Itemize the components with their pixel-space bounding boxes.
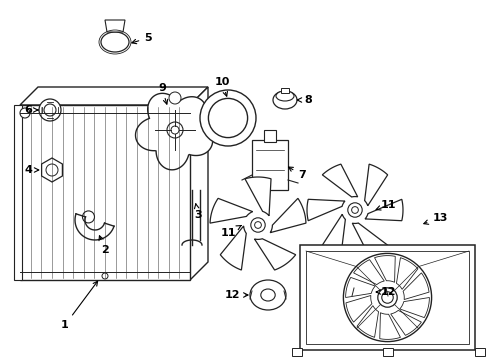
Bar xyxy=(475,348,485,356)
Text: 6: 6 xyxy=(24,105,38,115)
Text: 11: 11 xyxy=(220,225,241,238)
Polygon shape xyxy=(365,164,388,206)
Ellipse shape xyxy=(261,289,275,301)
Polygon shape xyxy=(210,198,253,223)
Bar xyxy=(300,245,475,350)
Circle shape xyxy=(44,104,56,116)
Polygon shape xyxy=(380,313,400,339)
Circle shape xyxy=(208,98,247,138)
Circle shape xyxy=(382,292,393,303)
Ellipse shape xyxy=(276,91,294,101)
Polygon shape xyxy=(20,105,190,280)
Polygon shape xyxy=(403,273,429,300)
Polygon shape xyxy=(136,93,213,170)
Bar xyxy=(281,88,289,93)
Polygon shape xyxy=(254,239,295,270)
Circle shape xyxy=(169,92,181,104)
Text: 13: 13 xyxy=(424,213,448,224)
Bar xyxy=(14,105,22,280)
Circle shape xyxy=(171,126,179,134)
Circle shape xyxy=(200,90,256,146)
Polygon shape xyxy=(396,258,418,289)
Circle shape xyxy=(251,218,265,232)
Circle shape xyxy=(352,207,358,213)
Circle shape xyxy=(378,288,397,307)
Circle shape xyxy=(343,253,432,342)
Text: 11: 11 xyxy=(376,200,396,210)
Text: 1: 1 xyxy=(61,281,98,330)
Ellipse shape xyxy=(352,277,388,307)
Circle shape xyxy=(39,99,61,121)
Polygon shape xyxy=(307,199,345,221)
Ellipse shape xyxy=(363,286,377,298)
Bar xyxy=(292,348,302,356)
Polygon shape xyxy=(252,140,288,190)
Bar xyxy=(383,348,392,356)
Circle shape xyxy=(82,211,95,223)
Circle shape xyxy=(167,122,183,138)
Polygon shape xyxy=(391,310,421,336)
Text: 2: 2 xyxy=(99,236,109,255)
Polygon shape xyxy=(322,164,358,197)
Polygon shape xyxy=(42,158,62,182)
Text: 12: 12 xyxy=(224,290,248,300)
Bar xyxy=(264,130,276,142)
Text: 4: 4 xyxy=(24,165,39,175)
Polygon shape xyxy=(374,256,395,282)
Text: 3: 3 xyxy=(194,204,202,220)
Polygon shape xyxy=(352,223,388,256)
Text: 5: 5 xyxy=(132,33,152,44)
Polygon shape xyxy=(220,226,246,270)
Text: 7: 7 xyxy=(289,167,306,180)
Bar xyxy=(306,251,469,344)
Text: 10: 10 xyxy=(214,77,230,96)
Circle shape xyxy=(20,108,30,118)
Polygon shape xyxy=(357,306,379,337)
Circle shape xyxy=(102,273,108,279)
Ellipse shape xyxy=(250,280,286,310)
Polygon shape xyxy=(190,87,208,280)
Polygon shape xyxy=(105,20,125,32)
Polygon shape xyxy=(322,214,345,256)
Circle shape xyxy=(348,203,362,217)
Text: 9: 9 xyxy=(158,83,168,104)
Polygon shape xyxy=(400,297,429,318)
Polygon shape xyxy=(346,296,372,322)
Text: 8: 8 xyxy=(297,95,312,105)
Polygon shape xyxy=(270,198,306,233)
Circle shape xyxy=(46,164,58,176)
Text: 12: 12 xyxy=(376,287,396,297)
Polygon shape xyxy=(20,87,208,105)
Polygon shape xyxy=(245,177,271,216)
Polygon shape xyxy=(365,199,403,221)
Ellipse shape xyxy=(273,91,297,109)
Polygon shape xyxy=(345,278,375,297)
Circle shape xyxy=(255,222,261,228)
Polygon shape xyxy=(354,260,384,285)
Ellipse shape xyxy=(101,32,129,52)
